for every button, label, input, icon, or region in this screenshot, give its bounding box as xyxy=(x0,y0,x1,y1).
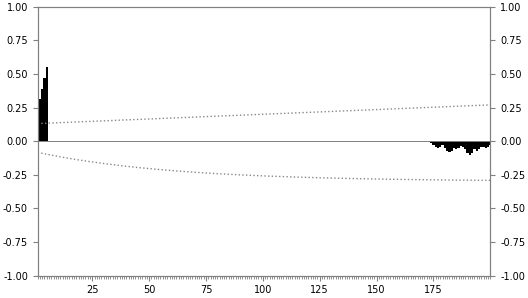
Bar xyxy=(41,89,43,141)
Bar xyxy=(457,141,460,148)
Bar xyxy=(45,67,48,141)
Bar xyxy=(489,141,492,145)
Bar xyxy=(476,141,478,150)
Bar xyxy=(446,141,448,150)
Bar xyxy=(448,141,450,152)
Bar xyxy=(487,141,489,147)
Bar xyxy=(471,141,473,153)
Bar xyxy=(466,141,469,153)
Bar xyxy=(478,141,480,149)
Bar xyxy=(450,141,453,150)
Bar xyxy=(441,141,444,145)
Bar xyxy=(485,141,487,148)
Bar xyxy=(453,141,455,148)
Bar xyxy=(483,141,485,147)
Bar xyxy=(464,141,466,149)
Bar xyxy=(460,141,462,146)
Bar xyxy=(437,141,439,148)
Bar xyxy=(435,141,437,147)
Bar xyxy=(444,141,446,148)
Bar xyxy=(455,141,457,149)
Bar xyxy=(43,78,45,141)
Bar xyxy=(39,100,41,141)
Bar xyxy=(36,110,39,141)
Bar xyxy=(432,141,435,145)
Bar xyxy=(469,141,471,155)
Bar xyxy=(428,141,430,142)
Bar xyxy=(462,141,464,147)
Bar xyxy=(480,141,483,147)
Bar xyxy=(439,141,441,147)
Bar xyxy=(473,141,476,149)
Bar xyxy=(430,141,432,143)
